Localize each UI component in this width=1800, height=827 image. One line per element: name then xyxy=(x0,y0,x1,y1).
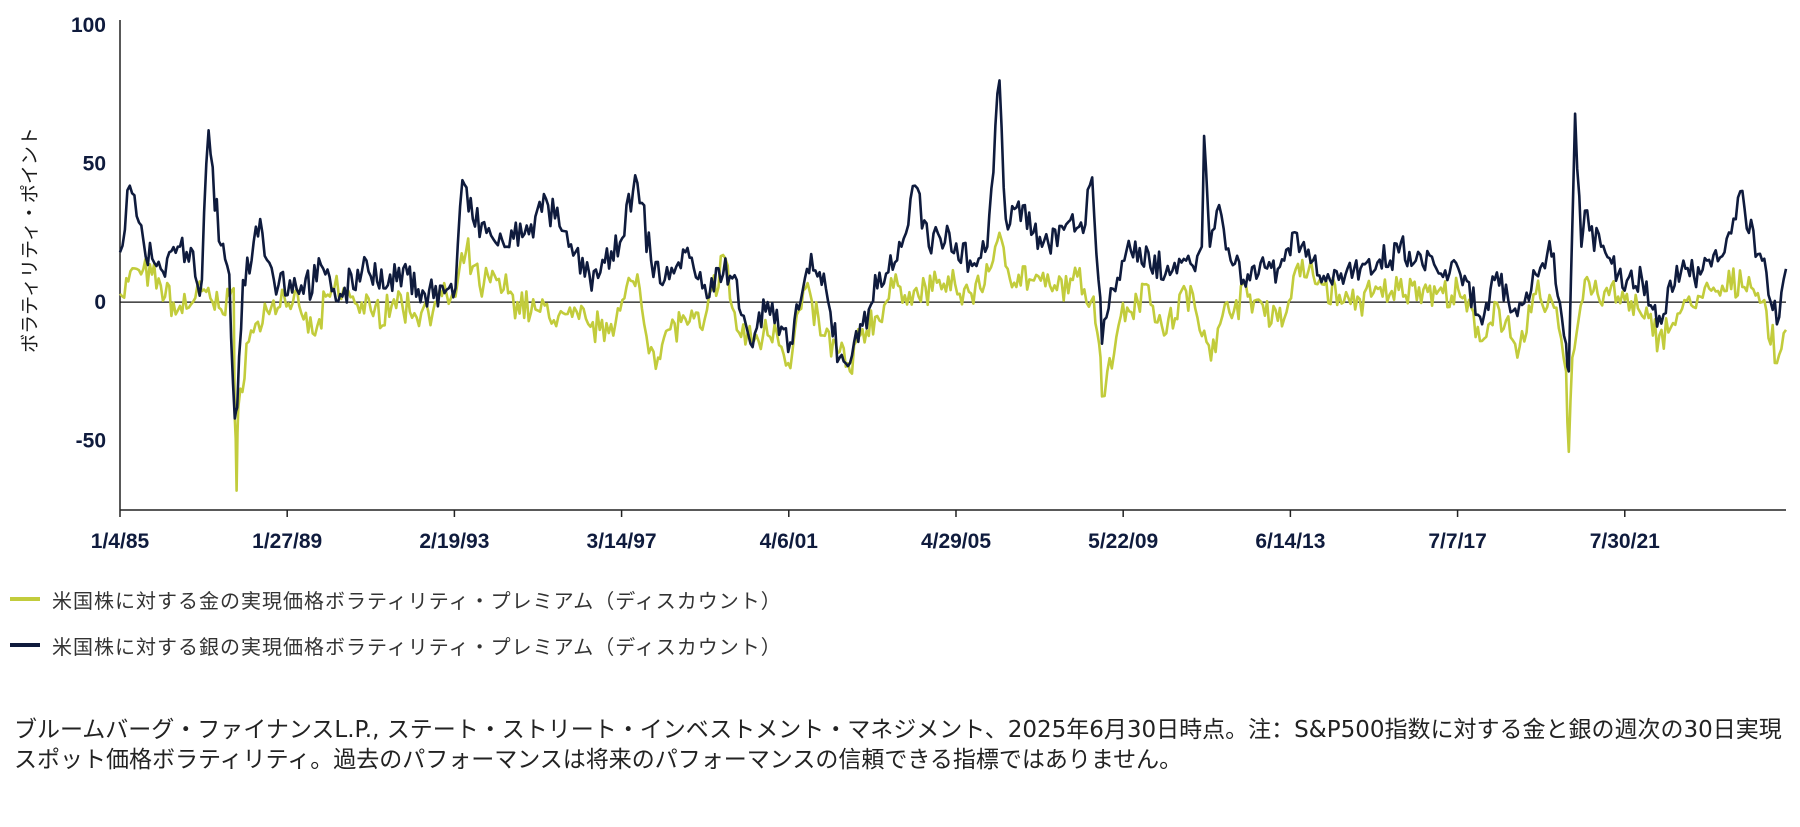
legend: 米国株に対する金の実現価格ボラティリティ・プレミアム（ディスカウント） 米国株に… xyxy=(10,584,782,676)
legend-item-silver: 米国株に対する銀の実現価格ボラティリティ・プレミアム（ディスカウント） xyxy=(10,630,782,660)
legend-item-gold: 米国株に対する金の実現価格ボラティリティ・プレミアム（ディスカウント） xyxy=(10,584,782,614)
x-tick-label: 7/7/17 xyxy=(1428,530,1486,553)
source-note: ブルームバーグ・ファイナンスL.P., ステート・ストリート・インベストメント・… xyxy=(14,717,1782,773)
volatility-chart: 100 50 0 -50 1/4/85 1/27/89 2/19/93 3/14/97 4/6… xyxy=(19,14,1788,553)
x-tick-label: 4/6/01 xyxy=(760,530,819,553)
x-tick-label: 1/4/85 xyxy=(91,530,150,553)
y-tick-label: 0 xyxy=(94,291,106,314)
y-tick-label: 50 xyxy=(83,153,106,176)
x-axis-ticks: 1/4/85 1/27/89 2/19/93 3/14/97 4/6/01 4/29/05… xyxy=(91,510,1660,553)
x-tick-label: 4/29/05 xyxy=(921,530,991,553)
legend-label-silver: 米国株に対する銀の実現価格ボラティリティ・プレミアム（ディスカウント） xyxy=(52,634,782,659)
series-line-silver xyxy=(118,79,1788,420)
x-tick-label: 7/30/21 xyxy=(1590,530,1660,553)
legend-swatch-silver xyxy=(10,643,40,647)
plot-area xyxy=(118,20,1788,511)
y-axis-label: ボラティリティ・ポイント xyxy=(19,127,41,353)
y-axis-ticks: 100 50 0 -50 xyxy=(71,14,106,453)
x-tick-label: 5/22/09 xyxy=(1088,530,1158,553)
y-tick-label: -50 xyxy=(76,430,106,453)
x-tick-label: 6/14/13 xyxy=(1255,530,1325,553)
x-tick-label: 1/27/89 xyxy=(252,530,322,553)
x-tick-label: 3/14/97 xyxy=(587,530,657,553)
legend-swatch-gold xyxy=(10,597,40,601)
series-line-gold xyxy=(119,231,1788,492)
y-tick-label: 100 xyxy=(71,14,106,37)
legend-label-gold: 米国株に対する金の実現価格ボラティリティ・プレミアム（ディスカウント） xyxy=(52,588,782,613)
x-tick-label: 2/19/93 xyxy=(419,530,489,553)
